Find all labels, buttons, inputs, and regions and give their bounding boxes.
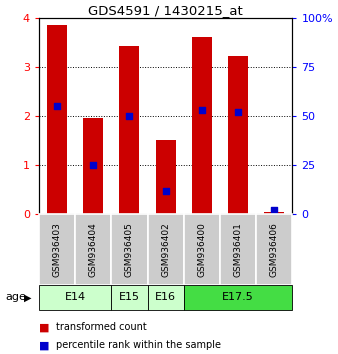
Text: GSM936400: GSM936400 [197,222,206,277]
Text: age: age [5,292,26,302]
Point [54,103,60,109]
Bar [111,214,147,285]
Text: E16: E16 [155,292,176,302]
Bar [184,285,292,310]
Bar [83,118,103,214]
Point [127,113,132,119]
Bar [47,25,67,214]
Bar [228,56,248,214]
Point [199,107,204,113]
Bar [264,212,284,214]
Text: GSM936406: GSM936406 [270,222,279,277]
Bar [39,214,75,285]
Bar [184,214,220,285]
Bar [119,46,139,214]
Text: transformed count: transformed count [56,322,146,332]
Bar [39,285,111,310]
Point [271,207,277,213]
Text: E15: E15 [119,292,140,302]
Bar [220,214,256,285]
Text: E14: E14 [65,292,86,302]
Bar [256,214,292,285]
Text: GSM936403: GSM936403 [52,222,62,277]
Bar [147,285,184,310]
Text: ▶: ▶ [24,292,31,302]
Text: ■: ■ [39,340,49,350]
Text: ■: ■ [39,322,49,332]
Bar [147,214,184,285]
Text: GSM936402: GSM936402 [161,222,170,277]
Text: GSM936404: GSM936404 [89,222,98,277]
Bar [156,139,175,214]
Point [163,188,168,193]
Text: percentile rank within the sample: percentile rank within the sample [56,340,221,350]
Bar [75,214,111,285]
Point [91,162,96,168]
Text: GSM936401: GSM936401 [234,222,243,277]
Title: GDS4591 / 1430215_at: GDS4591 / 1430215_at [88,4,243,17]
Bar [111,285,147,310]
Text: E17.5: E17.5 [222,292,254,302]
Bar [192,37,212,214]
Text: GSM936405: GSM936405 [125,222,134,277]
Point [235,109,241,115]
